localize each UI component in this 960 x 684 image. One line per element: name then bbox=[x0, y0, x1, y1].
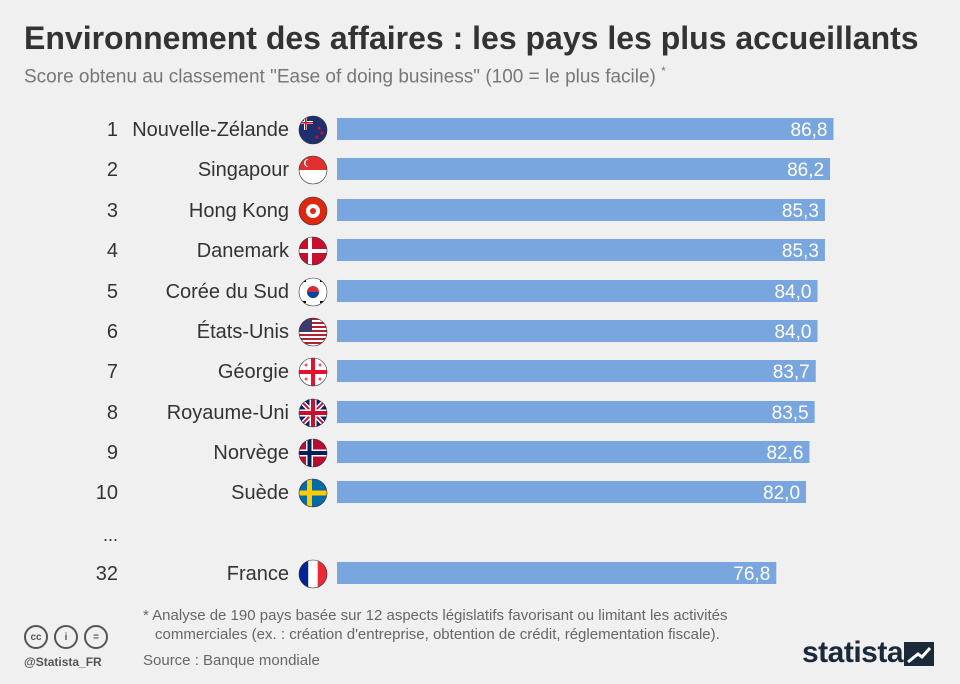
category-label: Danemark bbox=[197, 240, 290, 262]
data-label: 85,3 bbox=[782, 241, 819, 262]
category-label: Royaume-Uni bbox=[167, 402, 289, 424]
denmark-flag-icon bbox=[298, 236, 328, 266]
rank-label: 32 bbox=[96, 563, 118, 585]
sweden-flag-icon bbox=[298, 478, 328, 508]
category-label: Nouvelle-Zélande bbox=[132, 119, 289, 141]
data-label: 86,2 bbox=[787, 160, 824, 181]
footnote-line-1: * Analyse de 190 pays basée sur 12 aspec… bbox=[143, 607, 728, 624]
nd-icon: = bbox=[84, 625, 108, 649]
rank-label: 5 bbox=[107, 281, 118, 303]
bar bbox=[337, 118, 834, 140]
rank-label: 8 bbox=[107, 402, 118, 424]
page-title: Environnement des affaires : les pays le… bbox=[24, 20, 919, 56]
data-label: 84,0 bbox=[774, 322, 811, 343]
category-label: Corée du Sud bbox=[166, 281, 289, 303]
data-label: 83,5 bbox=[772, 403, 809, 424]
rank-label: 10 bbox=[96, 482, 118, 504]
georgia-flag-icon bbox=[298, 357, 328, 387]
data-label: 76,8 bbox=[733, 564, 770, 585]
norway-flag-icon bbox=[298, 438, 328, 468]
rank-label: 4 bbox=[107, 240, 118, 262]
source-note: Source : Banque mondiale bbox=[143, 652, 320, 669]
singapore-flag-icon bbox=[298, 155, 328, 185]
new-zealand-flag-icon bbox=[298, 115, 328, 145]
uk-flag-icon bbox=[298, 398, 328, 428]
category-label: Norvège bbox=[213, 442, 289, 464]
brand-logo: statista bbox=[802, 636, 904, 669]
bar bbox=[337, 199, 825, 221]
data-label: 85,3 bbox=[782, 201, 819, 222]
rank-label: 3 bbox=[107, 200, 118, 222]
data-label: 84,0 bbox=[774, 282, 811, 303]
data-label: 82,6 bbox=[766, 443, 803, 464]
bar bbox=[337, 158, 831, 180]
subtitle-footnote-mark: * bbox=[661, 64, 666, 78]
bar bbox=[337, 280, 818, 302]
footnote: * Analyse de 190 pays basée sur 12 aspec… bbox=[143, 606, 727, 644]
license-icons: cc i = bbox=[24, 625, 108, 649]
south-korea-flag-icon bbox=[298, 277, 328, 307]
category-label: Singapour bbox=[198, 159, 290, 181]
footnote-line-2: commerciales (ex. : création d'entrepris… bbox=[155, 626, 720, 643]
hong-kong-flag-icon bbox=[298, 196, 328, 226]
by-icon: i bbox=[54, 625, 78, 649]
bar-chart: 1 Nouvelle-Zélande 86,8 2 Singapour 86,2 3 Hong… bbox=[96, 115, 834, 589]
category-label: France bbox=[227, 563, 289, 585]
category-label: Géorgie bbox=[218, 361, 289, 383]
france-flag-icon bbox=[298, 559, 328, 589]
bar bbox=[337, 239, 825, 261]
category-label: Hong Kong bbox=[189, 200, 289, 222]
bar bbox=[337, 320, 818, 342]
category-label: Suède bbox=[231, 482, 289, 504]
rank-label: 7 bbox=[107, 361, 118, 383]
rank-label: 2 bbox=[107, 159, 118, 181]
bar bbox=[337, 401, 815, 423]
cc-icon: cc bbox=[24, 625, 48, 649]
bar bbox=[337, 360, 816, 382]
rank-label: 6 bbox=[107, 321, 118, 343]
social-handle: @Statista_FR bbox=[24, 655, 102, 669]
bar bbox=[337, 441, 810, 463]
rank-label: 1 bbox=[107, 119, 118, 141]
data-label: 82,0 bbox=[763, 483, 800, 504]
usa-flag-icon bbox=[298, 317, 328, 347]
gap-marker: ... bbox=[103, 525, 118, 545]
bar bbox=[337, 481, 807, 503]
statista-logo-icon bbox=[904, 642, 934, 666]
bar bbox=[337, 562, 777, 584]
data-label: 83,7 bbox=[773, 362, 810, 383]
category-label: États-Unis bbox=[197, 320, 289, 343]
subtitle-text: Score obtenu au classement "Ease of doin… bbox=[24, 66, 656, 88]
page-subtitle: Score obtenu au classement "Ease of doin… bbox=[24, 64, 666, 88]
rank-label: 9 bbox=[107, 442, 118, 464]
data-label: 86,8 bbox=[791, 120, 828, 141]
